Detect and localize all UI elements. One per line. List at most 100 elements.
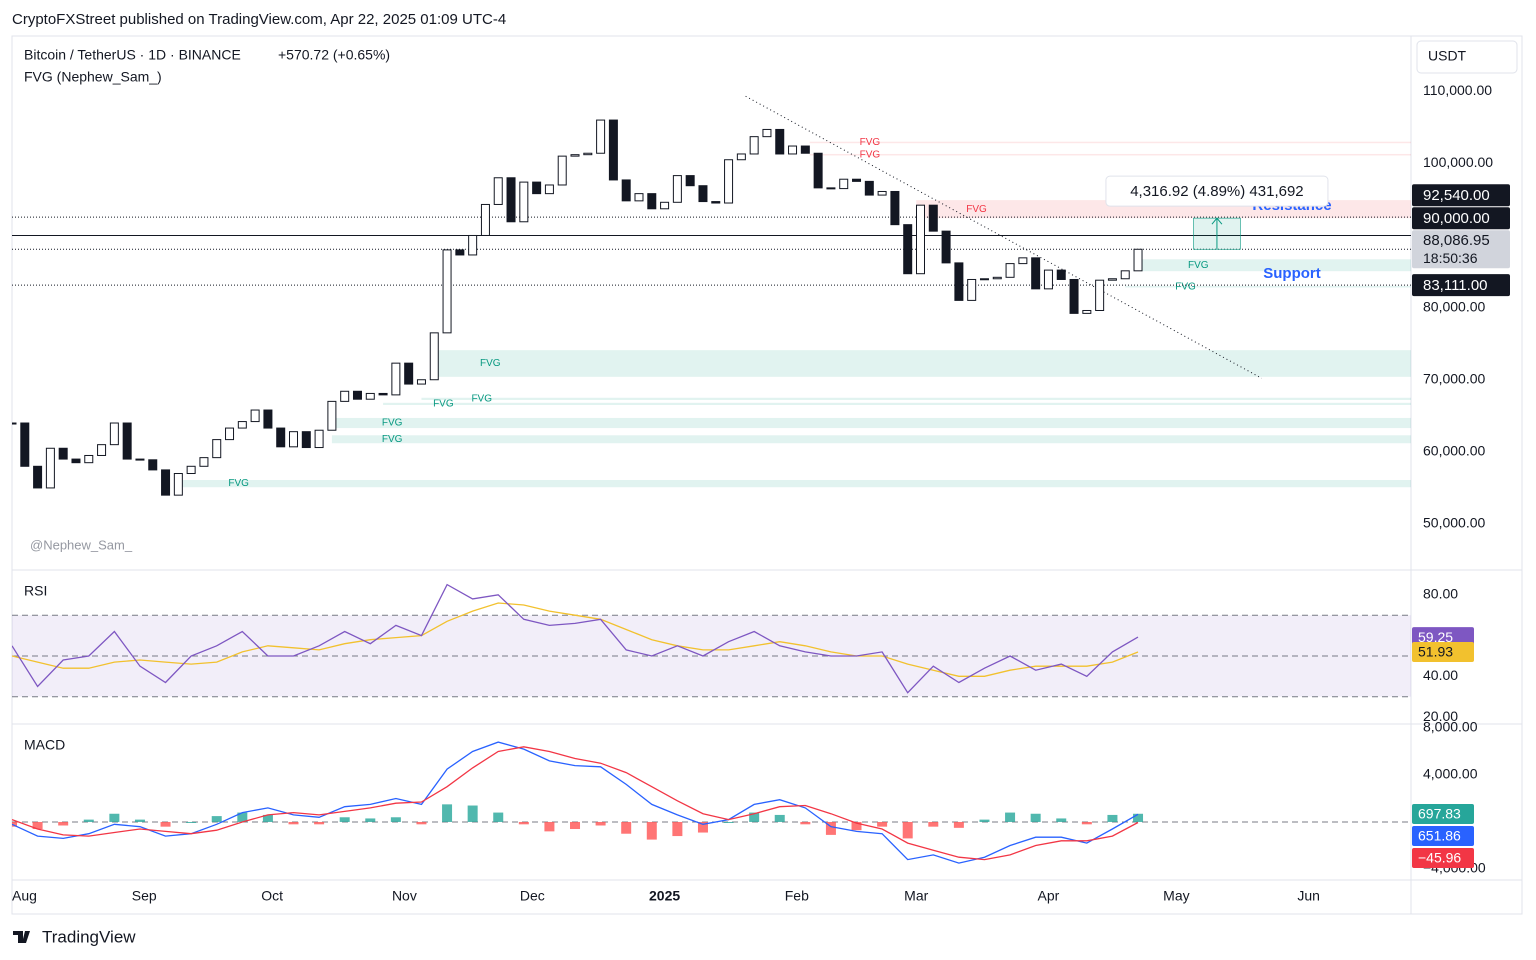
macd-value-label: −45.96: [1418, 850, 1461, 866]
y-tick-label: 4,000.00: [1423, 766, 1478, 782]
fvg-zone: [809, 153, 1411, 156]
histogram-bar: [186, 821, 197, 823]
histogram-bar: [774, 814, 785, 822]
measure-tooltip: [1105, 175, 1329, 207]
candle: [544, 184, 554, 195]
plot: [12, 583, 1139, 694]
brand-logo: [13, 931, 30, 943]
candle: [852, 178, 862, 182]
fvg-label: FVG: [480, 358, 501, 369]
rsi-value-label: 51.93: [1418, 644, 1453, 660]
candle: [480, 203, 490, 236]
candle: [877, 190, 887, 196]
candle: [442, 249, 452, 334]
candle: [749, 136, 759, 155]
candle: [992, 276, 1002, 280]
candle: [122, 422, 132, 460]
rsi-band-fill: [12, 615, 1411, 697]
histogram-bar: [595, 821, 606, 826]
candle: [1069, 278, 1079, 314]
candle: [570, 154, 580, 157]
histogram-bar: [723, 821, 734, 823]
indicator-name: FVG (Nephew_Sam_): [24, 69, 162, 85]
histogram-bar: [58, 821, 69, 826]
x-tick-label: May: [1163, 888, 1189, 904]
candle: [660, 201, 670, 210]
histogram-bar: [262, 814, 273, 822]
candle: [1107, 278, 1117, 281]
histogram-bar: [851, 821, 862, 831]
level-label: 83,111.00: [1423, 277, 1488, 294]
histogram-bar: [1081, 821, 1092, 825]
currency-button[interactable]: [1416, 40, 1518, 74]
fvg-label: FVG: [966, 204, 987, 215]
candle: [1133, 248, 1143, 272]
histogram-bar: [12, 821, 17, 827]
candle: [289, 431, 299, 448]
candle: [864, 180, 874, 196]
candle: [967, 278, 977, 301]
candle: [890, 190, 900, 226]
histogram-bar: [134, 819, 145, 822]
macd-line: [12, 746, 1139, 861]
candle: [762, 128, 772, 138]
histogram-bar: [1056, 818, 1067, 822]
candle: [1056, 269, 1066, 280]
histogram-bar: [365, 818, 376, 822]
candle: [788, 145, 798, 155]
histogram-bar: [544, 821, 555, 832]
fvg-label: FVG: [1175, 281, 1196, 292]
histogram-bar: [83, 819, 94, 822]
candle: [826, 187, 836, 190]
histogram-bar: [1133, 813, 1144, 822]
candle: [391, 362, 401, 396]
candle: [979, 278, 989, 281]
histogram-value-label-box: [1412, 804, 1474, 824]
rsi-title: RSI: [24, 583, 47, 599]
candle: [404, 362, 414, 385]
x-tick-label: Jun: [1297, 888, 1320, 904]
histogram-bar: [211, 816, 222, 822]
fvg-label: FVG: [433, 399, 454, 410]
candle: [1005, 263, 1015, 278]
fvg-label: FVG: [228, 478, 249, 489]
level-sublabel: 18:50:36: [1423, 250, 1478, 266]
fvg-label: FVG: [860, 149, 881, 160]
y-tick-label: 110,000.00: [1423, 82, 1492, 98]
histogram-bar: [32, 821, 43, 830]
watermark: @Nephew_Sam_: [30, 537, 133, 552]
y-tick-label: 20.00: [1423, 708, 1458, 724]
histogram-bar: [314, 821, 325, 825]
histogram-bar: [160, 821, 171, 827]
candle: [71, 458, 81, 464]
level-label: 92,540.00: [1423, 187, 1490, 204]
candle: [711, 201, 721, 204]
rsi-value-label-box: [1412, 642, 1474, 663]
histogram-bar: [953, 821, 964, 828]
macd-line: [12, 741, 1139, 864]
plot: [12, 741, 1144, 864]
histogram-bar: [442, 804, 453, 822]
candle: [237, 421, 247, 429]
candle: [775, 128, 785, 155]
candle: [621, 179, 631, 202]
histogram-bar: [646, 821, 657, 840]
candle: [519, 181, 529, 223]
macd-value-label-box: [1412, 826, 1474, 846]
candle: [314, 429, 324, 449]
price-change: +570.72 (+0.65%): [278, 47, 390, 63]
chart-frame: [11, 35, 1523, 915]
rsi-line: [12, 602, 1139, 677]
candle: [45, 447, 55, 489]
macd-value-label-box: [1412, 848, 1474, 868]
y-tick-label: 50,000.00: [1423, 515, 1485, 531]
candle: [903, 224, 913, 275]
fvg-zone: [178, 480, 1411, 488]
candle: [263, 409, 273, 429]
histogram-bar: [979, 819, 990, 822]
candle: [1043, 269, 1053, 290]
fvg-label: FVG: [860, 137, 881, 148]
publisher-line: CryptoFXStreet published on TradingView.…: [12, 11, 506, 28]
candle: [161, 469, 171, 496]
